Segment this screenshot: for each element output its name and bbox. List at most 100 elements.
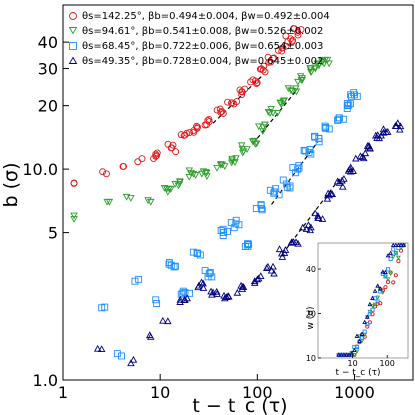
data-point-cloud <box>160 185 169 192</box>
data-point-cloud <box>333 177 342 185</box>
data-point-cloud <box>282 42 290 50</box>
data-point-cloud <box>238 91 246 99</box>
data-point <box>97 345 106 353</box>
data-point-cloud <box>324 189 332 197</box>
data-point-cloud <box>228 157 236 165</box>
data-point-cloud <box>244 241 252 249</box>
data-point-cloud <box>311 133 319 141</box>
data-point-cloud <box>311 64 319 72</box>
data-point <box>127 359 135 367</box>
data-point-cloud <box>250 279 259 286</box>
data-point-cloud <box>294 239 302 247</box>
data-point-cloud <box>252 140 261 148</box>
data-point-cloud <box>206 269 214 276</box>
inset-data-point <box>383 274 388 279</box>
data-point-cloud <box>159 316 167 324</box>
data-point-cloud <box>315 138 323 146</box>
data-point-cloud <box>311 209 319 217</box>
data-point-cloud <box>359 154 368 162</box>
data-point <box>118 352 125 360</box>
data-point-cloud <box>252 205 260 212</box>
inset-y-tick-label: 10 <box>306 354 316 363</box>
inset-data-point <box>375 299 380 304</box>
data-point-cloud <box>275 191 283 199</box>
data-point-cloud <box>262 264 271 271</box>
data-point-cloud <box>144 197 152 205</box>
data-point-cloud <box>288 38 296 46</box>
data-point-cloud <box>259 128 267 136</box>
inset-chart: 10 100 10 20 40 t − t_c (τ) w (σ) <box>306 242 409 378</box>
data-point-cloud <box>328 190 337 198</box>
data-point-cloud <box>338 182 347 190</box>
inset-data-point <box>372 288 378 293</box>
data-point-cloud <box>93 344 102 352</box>
series-4 <box>93 119 405 367</box>
inset-data-point <box>391 247 396 252</box>
data-point-cloud <box>334 116 342 124</box>
y-axis-label: b (σ) <box>0 163 22 208</box>
data-point-cloud <box>245 240 253 248</box>
data-point <box>259 66 267 74</box>
y-tick-label: 30 <box>38 59 58 78</box>
data-point-cloud <box>306 64 315 72</box>
data-point-cloud <box>393 119 402 127</box>
data-point-cloud <box>352 154 360 162</box>
data-point-cloud <box>261 121 269 129</box>
data-point-cloud <box>70 179 78 187</box>
data-point-cloud <box>321 124 329 132</box>
data-point-cloud <box>189 248 197 256</box>
data-point-cloud <box>152 150 160 158</box>
data-point-cloud <box>208 273 216 281</box>
data-point-cloud <box>277 101 286 109</box>
axis-ticks: 1 10 100 1000 1.0 5 10.0 20 30 40 <box>22 33 374 402</box>
data-point-cloud <box>199 279 207 287</box>
legend-label-2: θs=94.61°, βb=0.541±0.008, βw=0.526±0.00… <box>82 26 323 37</box>
inset-data-point <box>359 331 365 336</box>
data-point-cloud <box>365 142 373 150</box>
data-point <box>152 296 160 304</box>
data-point-cloud <box>348 93 355 101</box>
data-point-cloud <box>264 109 273 116</box>
data-point <box>146 198 155 206</box>
data-point-cloud <box>253 79 261 87</box>
data-point-cloud <box>172 148 180 156</box>
inset-y-tick-label: 20 <box>306 310 316 319</box>
x-tick-label: 1 <box>58 383 68 402</box>
data-point-cloud <box>284 85 293 93</box>
data-point-cloud <box>290 25 297 32</box>
data-point-cloud <box>313 60 322 68</box>
inset-data-point <box>375 283 381 288</box>
data-point-cloud <box>232 216 240 224</box>
inset-data-point <box>370 307 375 312</box>
inset-data-point <box>380 269 386 274</box>
data-point-cloud <box>396 122 405 130</box>
data-point-cloud <box>217 227 225 234</box>
inset-data-point <box>393 251 398 256</box>
inset-data-point <box>341 352 347 357</box>
inset-data-point <box>370 312 375 317</box>
y-tick-label: 10.0 <box>22 160 58 179</box>
inset-data-point <box>390 242 396 247</box>
data-point-cloud <box>275 245 284 253</box>
data-point-cloud <box>237 142 246 150</box>
fit-line-2 <box>256 88 299 139</box>
data-point-cloud <box>323 194 332 202</box>
data-point-cloud <box>270 189 278 197</box>
series-3 <box>98 89 361 360</box>
inset-data-point <box>401 242 406 247</box>
y-tick-label: 20 <box>38 97 58 116</box>
series-markers <box>70 25 405 367</box>
data-point-cloud <box>220 291 228 299</box>
data-point-cloud <box>346 163 355 171</box>
inset-markers <box>336 242 406 358</box>
data-point <box>279 98 288 106</box>
inset-data-point <box>357 338 362 343</box>
data-point-cloud <box>251 141 260 148</box>
data-point-cloud <box>101 303 109 311</box>
data-point-cloud <box>236 86 244 94</box>
inset-x-tick-label: 10 <box>347 359 357 368</box>
data-point-cloud <box>239 283 248 290</box>
data-point-cloud <box>218 161 227 169</box>
inset-data-point <box>360 335 365 340</box>
